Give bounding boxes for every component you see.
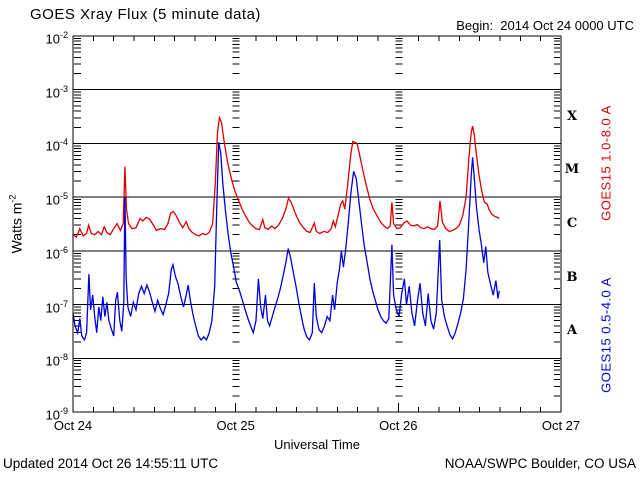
x-tick-label: Oct 27	[541, 418, 581, 433]
class-band-label-c: C	[566, 216, 578, 231]
y-tick-label: 10-9	[45, 406, 68, 423]
class-band-label-x: X	[566, 108, 578, 124]
y-tick-label: 10-6	[45, 244, 68, 262]
legend-goes15-short-channel: GOES15 0.5-4.0 A	[598, 277, 614, 393]
y-tick-label: 10-2	[45, 30, 68, 47]
y-tick-label: 10-7	[45, 298, 68, 315]
updated-timestamp: Updated 2014 Oct 26 14:55:11 UTC	[3, 456, 219, 471]
source-attribution: NOAA/SWPC Boulder, CO USA	[444, 456, 636, 471]
y-tick-label: 10-3	[45, 83, 68, 101]
y-tick-label: 10-5	[45, 191, 68, 208]
class-band-label-b: B	[566, 269, 578, 285]
y-axis-title: Watts m-2	[8, 195, 25, 254]
class-band-label-m: M	[564, 162, 580, 178]
begin-time-label: Begin: 2014 Oct 24 0000 UTC	[456, 18, 634, 33]
x-axis-title: Universal Time	[274, 437, 360, 452]
y-tick-label: 10-4	[45, 137, 68, 154]
class-band-label-a: A	[566, 323, 578, 339]
chart-title: GOES Xray Flux (5 minute data)	[30, 6, 261, 23]
x-tick-label: Oct 25	[216, 418, 255, 433]
legend-goes15-long-channel: GOES15 1.0-8.0 A	[598, 105, 614, 221]
x-tick-label: Oct 26	[379, 418, 418, 433]
x-tick-label: Oct 24	[53, 418, 93, 433]
y-axis-title-base: Watts m	[8, 202, 25, 254]
y-axis-title-exponent: -2	[7, 194, 18, 203]
y-tick-label: 10-8	[45, 352, 68, 369]
